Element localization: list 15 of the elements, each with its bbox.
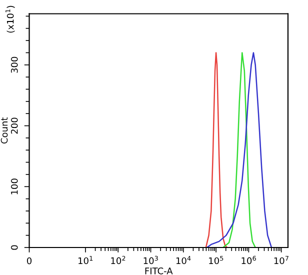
x-axis-title: FITC-A <box>145 268 173 274</box>
x-tick-label: 0 <box>26 257 32 264</box>
y-axis-title: Count <box>0 117 8 144</box>
y-tick-label: 0 <box>10 245 18 250</box>
x-tick-label: 10$^{3}$ <box>144 256 158 264</box>
text: (x10$^{1}$) <box>6 6 15 33</box>
y-tick-label: 200 <box>10 118 18 134</box>
y-tick-label: 100 <box>10 178 18 194</box>
x-tick-label: 10$^{2}$ <box>111 256 126 264</box>
x-tick-label: 10$^{5}$ <box>209 256 224 264</box>
x-tick-label: 10$^{1}$ <box>78 256 93 264</box>
x-tick-label: 10$^{4}$ <box>176 256 191 264</box>
y-tick-label: 300 <box>10 56 18 73</box>
x-tick-label: 10$^{7}$ <box>274 256 288 264</box>
x-tick-label: 10$^{6}$ <box>242 256 256 264</box>
